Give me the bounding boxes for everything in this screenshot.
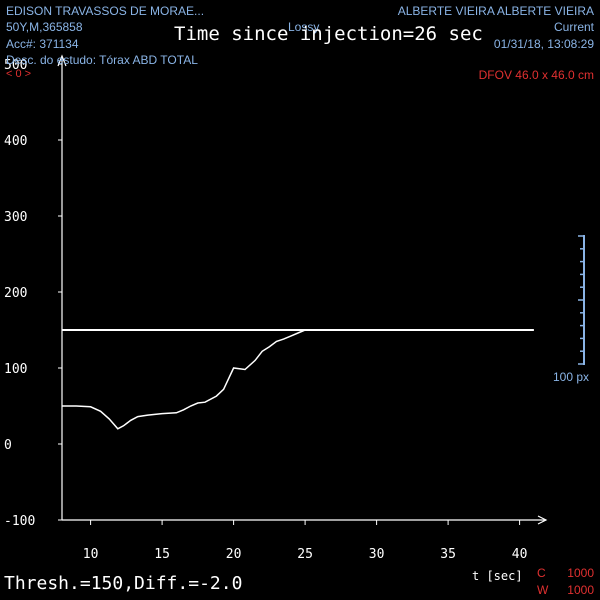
- x-tick-label: 10: [83, 547, 99, 562]
- y-tick-label: 300: [4, 210, 27, 225]
- x-axis-unit: t [sec]: [472, 569, 523, 583]
- image-nav-marker[interactable]: < 0 >: [6, 68, 32, 80]
- window-width-label: W: [537, 583, 549, 597]
- x-tick-label: 20: [226, 547, 242, 562]
- y-tick-label: 400: [4, 134, 27, 149]
- dfov-label: DFOV 46.0 x 46.0 cm: [478, 68, 594, 82]
- compression-label: Lossy: [288, 20, 320, 34]
- y-tick-label: 100: [4, 362, 27, 377]
- x-tick-label: 30: [369, 547, 385, 562]
- x-tick-label: 35: [440, 547, 456, 562]
- study-datetime: 01/31/18, 13:08:29: [493, 37, 594, 51]
- study-description: Desc. do estudo: Tórax ABD TOTAL: [6, 53, 198, 67]
- scale-label: 100 px: [553, 370, 590, 384]
- series-label: Current: [553, 20, 594, 34]
- patient-name: EDISON TRAVASSOS DE MORAE...: [6, 4, 205, 18]
- x-tick-label: 40: [512, 547, 528, 562]
- time-since-injection-title: Time since injection=26 sec: [174, 23, 483, 45]
- window-center-label: C: [537, 566, 546, 580]
- window-center-value: 1000: [567, 566, 594, 580]
- x-tick-label: 25: [297, 547, 313, 562]
- y-tick-label: -100: [4, 514, 35, 529]
- x-axis-arrow: [537, 515, 548, 525]
- threshold-diff-readout: Thresh.=150,Diff.=-2.0: [4, 573, 243, 594]
- patient-age-sex-id: 50Y,M,365858: [6, 20, 83, 34]
- y-axis-arrow: [57, 54, 67, 67]
- accession-number: Acc#: 371134: [6, 37, 79, 51]
- physician-name: ALBERTE VIEIRA ALBERTE VIEIRA: [397, 4, 594, 18]
- y-tick-label: 500: [4, 58, 27, 73]
- enhancement-curve: [62, 329, 306, 430]
- y-tick-label: 0: [4, 438, 12, 453]
- x-tick-label: 15: [154, 547, 170, 562]
- scale-ruler: [578, 235, 585, 365]
- window-width-value: 1000: [567, 583, 594, 597]
- y-tick-label: 200: [4, 286, 27, 301]
